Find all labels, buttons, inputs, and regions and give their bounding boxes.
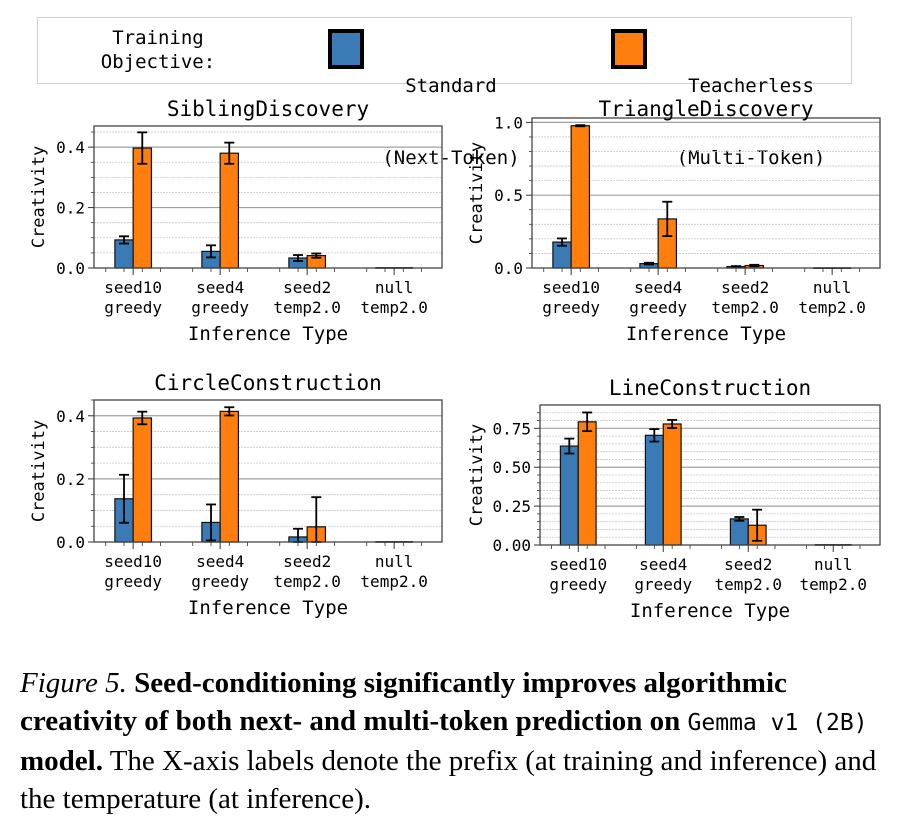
x-tick-label: greedy [191, 572, 249, 591]
legend-title: Training Objective: [98, 26, 218, 74]
x-tick-label: temp2.0 [800, 575, 867, 594]
legend-label-standard: Standard (Next-Token) [376, 26, 526, 218]
x-tick-label: greedy [549, 575, 607, 594]
chart-title: LineConstruction [609, 376, 811, 400]
x-tick-label: seed10 [104, 278, 162, 297]
x-axis-label: Inference Type [626, 323, 786, 345]
bar-teacherless [662, 423, 682, 546]
x-tick-label: seed2 [283, 278, 331, 297]
y-tick-label: 0.4 [56, 138, 85, 157]
caption-bold-part2: model. [20, 745, 103, 777]
axes-frame [531, 117, 881, 269]
axes-frame [93, 399, 443, 543]
x-tick-label: temp2.0 [273, 298, 340, 317]
legend-teacherless-line1: Teacherless [688, 75, 814, 97]
legend-standard-line2: (Next-Token) [382, 147, 520, 169]
y-tick-label: 0.25 [492, 497, 531, 516]
y-axis-label: Creativity [467, 424, 487, 526]
x-tick-label: seed2 [283, 552, 331, 571]
x-tick-label: seed4 [196, 278, 244, 297]
x-tick-label: temp2.0 [715, 575, 782, 594]
chart-title: SiblingDiscovery [167, 97, 369, 121]
axes-frame [93, 125, 443, 269]
x-tick-label: seed10 [104, 552, 162, 571]
chart-panel-lineconstruction: 0.000.250.500.75seed10greedyseed4greedys… [467, 376, 881, 622]
x-tick-label: seed10 [549, 555, 607, 574]
x-tick-label: greedy [191, 298, 249, 317]
x-tick-label: temp2.0 [360, 572, 427, 591]
legend: Training Objective: Standard (Next-Token… [37, 17, 852, 169]
bar-standard [644, 434, 664, 546]
y-tick-label: 0.50 [492, 458, 531, 477]
x-tick-label: seed10 [542, 278, 600, 297]
x-tick-label: seed4 [196, 552, 244, 571]
y-axis-label: Creativity [29, 420, 49, 522]
charts-figure: 0.00.20.4seed10greedyseed4greedyseed2tem… [29, 97, 881, 622]
chart-title: CircleConstruction [154, 371, 382, 395]
chart-panel-siblingdiscovery: 0.00.20.4seed10greedyseed4greedyseed2tem… [29, 97, 443, 345]
y-axis-label: Creativity [467, 142, 487, 244]
y-tick-label: 1.0 [494, 113, 523, 132]
x-tick-label: temp2.0 [711, 298, 778, 317]
x-axis-label: Inference Type [188, 323, 348, 345]
x-tick-label: seed4 [639, 555, 687, 574]
bar-teacherless [577, 421, 597, 546]
bar-teacherless [219, 410, 240, 543]
caption-bold-part1: Seed-conditioning significantly improves… [20, 667, 787, 737]
x-tick-label: null [375, 552, 414, 571]
y-tick-label: 0.75 [492, 419, 531, 438]
y-tick-label: 0.0 [56, 533, 85, 552]
chart-panel-circleconstruction: 0.00.20.4seed10greedyseed4greedyseed2tem… [29, 371, 443, 619]
legend-swatch-teacherless [611, 29, 647, 69]
x-tick-label: temp2.0 [798, 298, 865, 317]
x-tick-label: seed2 [721, 278, 769, 297]
x-tick-label: seed2 [724, 555, 772, 574]
x-axis-label: Inference Type [188, 597, 348, 619]
y-tick-label: 0.2 [56, 199, 85, 218]
x-tick-label: null [813, 278, 852, 297]
x-axis-label: Inference Type [630, 600, 790, 622]
x-tick-label: greedy [104, 572, 162, 591]
legend-standard-line1: Standard [405, 75, 497, 97]
bar-standard [559, 445, 579, 546]
x-tick-label: greedy [104, 298, 162, 317]
legend-swatch-standard [328, 29, 364, 69]
chart-title: TriangleDiscovery [599, 97, 814, 121]
x-tick-label: temp2.0 [273, 572, 340, 591]
y-tick-label: 0.0 [56, 259, 85, 278]
bar-teacherless [132, 417, 153, 543]
y-axis-label: Creativity [29, 146, 49, 248]
bar-teacherless [570, 125, 591, 269]
caption-rest: The X-axis labels denote the prefix (at … [20, 745, 877, 815]
x-tick-label: temp2.0 [360, 298, 427, 317]
caption-model-name: Gemma v1 (2B) [687, 710, 868, 736]
y-tick-label: 0.2 [56, 470, 85, 489]
y-tick-label: 0.00 [492, 536, 531, 555]
x-tick-label: null [375, 278, 414, 297]
bar-standard [729, 518, 749, 546]
x-tick-label: greedy [634, 575, 692, 594]
x-tick-label: seed4 [634, 278, 682, 297]
y-tick-label: 0.4 [56, 407, 85, 426]
axes-frame [539, 404, 881, 546]
x-tick-label: greedy [542, 298, 600, 317]
bar-teacherless [132, 147, 153, 269]
chart-panel-trianglediscovery: 0.00.51.0seed10greedyseed4greedyseed2tem… [467, 97, 881, 345]
legend-title-line1: Training [112, 27, 204, 49]
legend-teacherless-line2: (Multi-Token) [676, 147, 826, 169]
x-tick-label: null [814, 555, 853, 574]
legend-title-line2: Objective: [100, 51, 216, 73]
bar-teacherless [219, 152, 240, 269]
x-tick-label: greedy [629, 298, 687, 317]
y-tick-label: 0.5 [494, 186, 523, 205]
y-tick-label: 0.0 [494, 259, 523, 278]
caption-figure-label: Figure 5. [20, 667, 127, 699]
legend-label-teacherless: Teacherless (Multi-Token) [661, 26, 841, 218]
figure-caption: Figure 5. Seed-conditioning significantl… [20, 664, 890, 818]
